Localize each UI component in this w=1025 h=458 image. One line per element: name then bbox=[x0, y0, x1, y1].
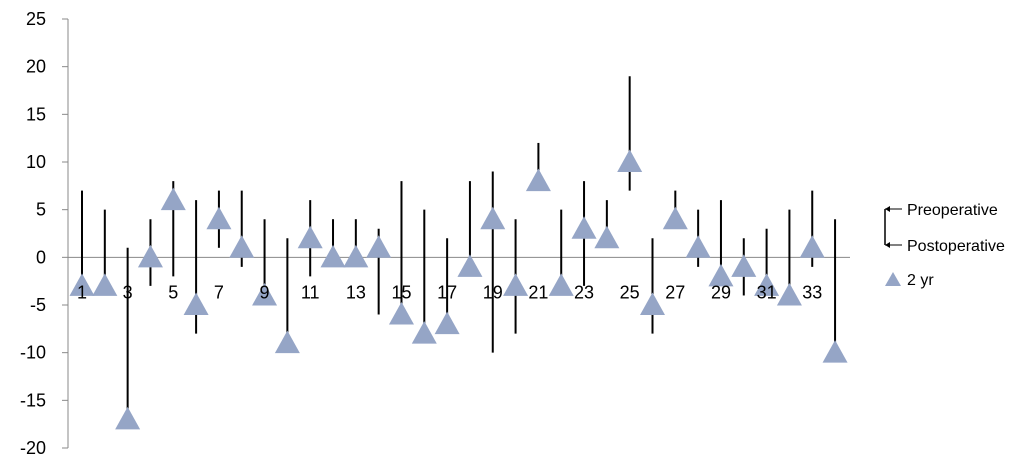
two-year-markers bbox=[69, 149, 848, 430]
y-tick-label: 5 bbox=[36, 200, 46, 220]
axes bbox=[62, 18, 850, 449]
x-tick-label: 15 bbox=[391, 282, 411, 302]
legend-item-preoperative: Preoperative bbox=[907, 202, 998, 219]
x-tick-label: 21 bbox=[528, 282, 548, 302]
y-tick-label: 0 bbox=[36, 247, 46, 267]
two-year-marker bbox=[754, 273, 780, 296]
two-year-marker bbox=[252, 282, 278, 306]
y-tick-label: 15 bbox=[26, 104, 46, 124]
two-year-marker bbox=[662, 206, 688, 230]
two-year-marker bbox=[685, 235, 711, 258]
two-year-marker bbox=[480, 206, 506, 230]
x-tick-label: 19 bbox=[483, 282, 503, 302]
triangle-marker-icon bbox=[885, 272, 901, 286]
two-year-marker bbox=[731, 254, 757, 277]
y-tick-label: 10 bbox=[26, 152, 46, 172]
x-tick-label: 13 bbox=[346, 282, 366, 302]
two-year-marker bbox=[548, 273, 574, 296]
x-tick-label: 7 bbox=[214, 282, 224, 302]
legend: Preoperative Postoperative 2 yr bbox=[884, 202, 1005, 289]
two-year-marker bbox=[206, 206, 232, 230]
two-year-marker bbox=[366, 235, 392, 258]
x-tick-label: 27 bbox=[665, 282, 685, 302]
x-tick-label: 33 bbox=[802, 282, 822, 302]
two-year-marker bbox=[708, 263, 734, 287]
y-tick-labels: -20 -15 -10 -5 0 5 10 15 20 25 bbox=[20, 9, 46, 458]
two-year-marker bbox=[457, 254, 483, 277]
y-tick-label: -5 bbox=[30, 295, 46, 315]
two-year-marker bbox=[434, 311, 460, 335]
two-year-marker bbox=[92, 273, 118, 296]
two-year-marker bbox=[274, 330, 300, 354]
two-year-marker bbox=[343, 244, 369, 268]
x-tick-label: 17 bbox=[437, 282, 457, 302]
x-tick-labels: 1 3 5 7 9 11 13 15 17 19 21 23 25 27 29 31 33 bbox=[77, 282, 822, 302]
two-year-marker bbox=[822, 340, 848, 363]
two-year-marker bbox=[411, 321, 437, 344]
arrow-left-icon bbox=[885, 206, 890, 212]
x-tick-label: 23 bbox=[574, 282, 594, 302]
two-year-marker bbox=[388, 302, 414, 325]
legend-item-2-yr: 2 yr bbox=[907, 272, 934, 289]
two-year-marker bbox=[594, 225, 620, 249]
x-tick-label: 9 bbox=[260, 282, 270, 302]
legend-bracket-icon bbox=[884, 208, 902, 246]
two-year-marker bbox=[503, 273, 529, 296]
y-tick-label: -20 bbox=[20, 438, 46, 458]
two-year-marker bbox=[776, 282, 802, 306]
arrow-left-icon bbox=[885, 242, 890, 248]
x-tick-label: 11 bbox=[301, 282, 320, 302]
x-tick-label: 3 bbox=[123, 282, 133, 302]
legend-item-postoperative: Postoperative bbox=[907, 238, 1005, 255]
two-year-marker bbox=[183, 292, 209, 315]
two-year-marker bbox=[617, 149, 643, 172]
y-tick-label: -15 bbox=[20, 390, 46, 410]
two-year-marker bbox=[297, 225, 323, 249]
two-year-marker bbox=[320, 244, 346, 268]
x-tick-label: 29 bbox=[711, 282, 731, 302]
x-tick-label: 1 bbox=[77, 282, 87, 302]
two-year-marker bbox=[525, 168, 551, 192]
y-tick-label: -10 bbox=[20, 343, 46, 363]
x-tick-label: 25 bbox=[620, 282, 640, 302]
two-year-marker bbox=[640, 292, 665, 315]
two-year-marker bbox=[229, 235, 255, 258]
two-year-marker bbox=[137, 244, 163, 268]
two-year-marker bbox=[115, 406, 141, 430]
two-year-marker bbox=[69, 273, 95, 296]
two-year-marker bbox=[571, 216, 597, 239]
range-lines bbox=[81, 76, 837, 410]
two-year-marker bbox=[160, 187, 186, 211]
y-tick-label: 25 bbox=[26, 9, 46, 29]
x-tick-label: 31 bbox=[757, 282, 777, 302]
x-tick-label: 5 bbox=[168, 282, 178, 302]
two-year-marker bbox=[799, 235, 825, 258]
y-tick-label: 20 bbox=[26, 57, 46, 77]
